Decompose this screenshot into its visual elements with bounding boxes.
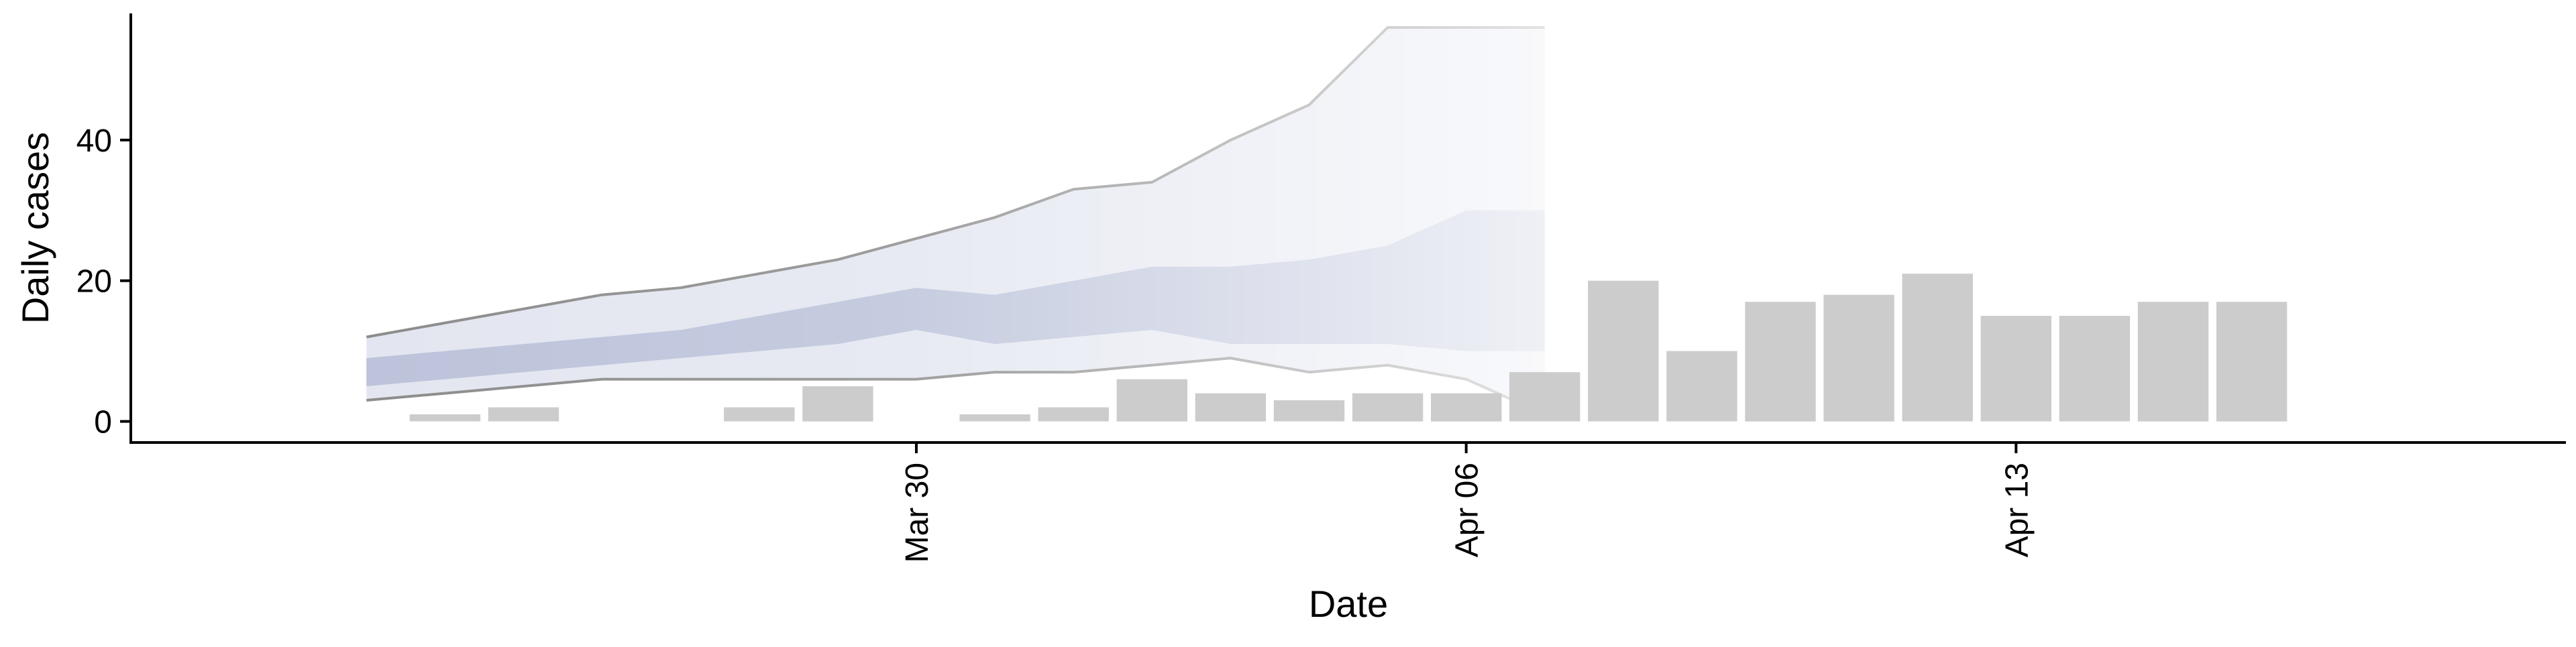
x-ticks: Mar 30 Apr 06 Apr 13 [900,443,2035,563]
y-tick-label: 20 [76,264,112,300]
bar [2059,316,2131,422]
bar [1038,407,1109,422]
x-tick-label: Apr 13 [1999,463,2035,557]
lower-bound-line [366,357,1546,416]
y-tick-label: 40 [76,123,112,159]
bar [1823,294,1894,422]
bar [1745,302,1816,422]
inner-interval-band [366,210,1545,387]
bar [1352,393,1424,422]
axes [129,13,2566,444]
bar [1273,400,1345,422]
bar [1195,393,1267,422]
prediction-bands [366,26,1546,416]
bar [1509,372,1580,422]
bar [409,414,481,422]
bar [1980,316,2051,422]
bar [1588,280,1659,422]
bar [1116,379,1187,422]
bar [1902,274,1973,422]
y-ticks: 0 20 40 [76,123,131,440]
y-tick-label: 0 [94,405,112,440]
x-axis-title: Date [1309,583,1388,625]
x-tick-label: Mar 30 [900,463,935,563]
upper-bound-line [366,26,1545,339]
observed-bars [409,274,2288,422]
bar [1666,351,1737,422]
y-axis-title: Daily cases [14,132,56,324]
bar [2137,302,2209,422]
bar [724,407,795,422]
bar [959,414,1030,422]
bar [802,386,873,422]
bar [2216,302,2288,422]
bar [488,407,559,422]
bar [1431,393,1502,422]
x-tick-label: Apr 06 [1450,463,1485,557]
